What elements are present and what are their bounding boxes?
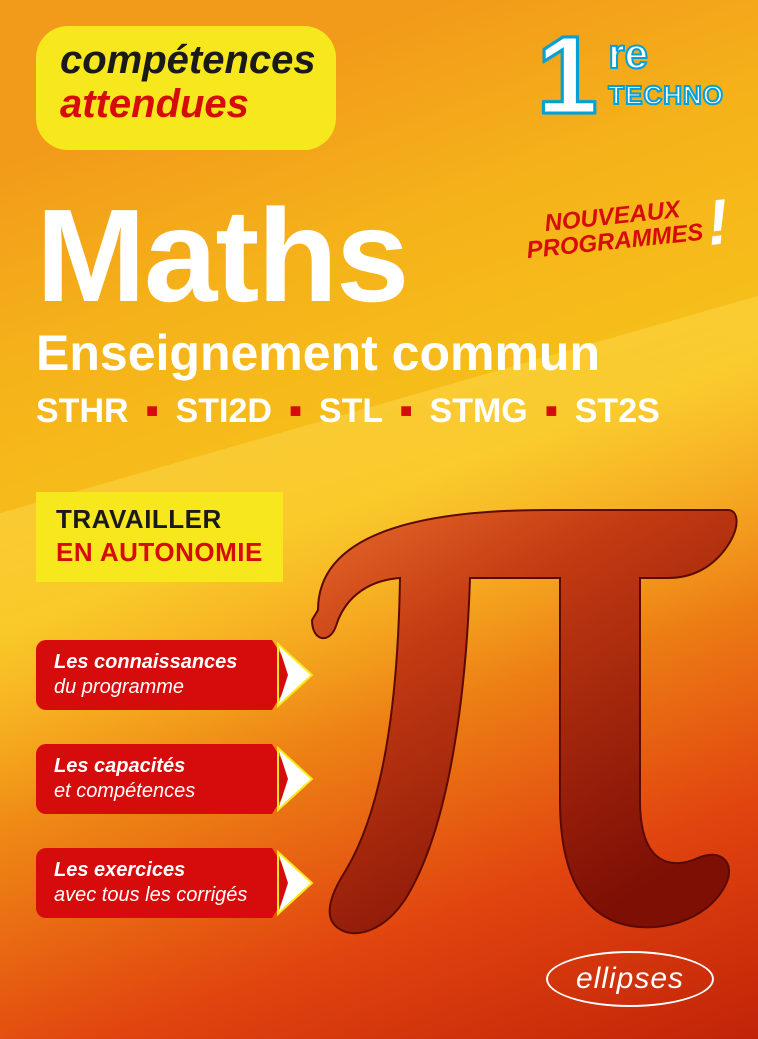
feature-line2: avec tous les corrigés xyxy=(54,884,256,907)
book-cover: compétences attendues 1 re TECHNO NOUVEA… xyxy=(0,0,758,1039)
track-item: ST2S xyxy=(575,392,660,430)
title-block: Maths Enseignement commun STHR ■ STI2D ■… xyxy=(36,190,660,431)
track-item: STHR xyxy=(36,392,129,430)
publisher-logo: ellipses xyxy=(546,951,714,1007)
title-main: Maths xyxy=(36,190,660,322)
autonomy-line1: TRAVAILLER xyxy=(56,504,263,535)
feature-body: Les capacités et compétences xyxy=(36,744,272,814)
feature-body: Les connaissances du programme xyxy=(36,640,272,710)
chevron-right-icon xyxy=(272,848,316,918)
feature-pill: Les exercices avec tous les corrigés xyxy=(36,848,316,918)
series-badge: compétences attendues xyxy=(36,26,336,150)
title-sub: Enseignement commun xyxy=(36,324,660,382)
series-line1: compétences xyxy=(60,40,312,80)
pi-symbol-icon xyxy=(288,470,748,940)
track-item: STL xyxy=(319,392,383,430)
track-item: STMG xyxy=(430,392,528,430)
chevron-right-icon xyxy=(272,640,316,710)
feature-pill: Les connaissances du programme xyxy=(36,640,316,710)
feature-body: Les exercices avec tous les corrigés xyxy=(36,848,272,918)
grade-number: 1 xyxy=(537,26,598,125)
track-separator-icon: ■ xyxy=(392,400,420,422)
feature-line1: Les connaissances xyxy=(54,651,256,674)
series-line2: attendues xyxy=(60,84,312,124)
track-separator-icon: ■ xyxy=(138,400,166,422)
grade-badge: 1 re TECHNO xyxy=(537,26,724,125)
autonomy-line2: EN AUTONOMIE xyxy=(56,537,263,568)
feature-line1: Les capacités xyxy=(54,755,256,778)
feature-line2: du programme xyxy=(54,676,256,699)
title-tracks: STHR ■ STI2D ■ STL ■ STMG ■ ST2S xyxy=(36,392,660,431)
grade-track: TECHNO xyxy=(608,80,724,111)
track-item: STI2D xyxy=(176,392,272,430)
grade-stack: re TECHNO xyxy=(608,30,724,111)
chevron-right-icon xyxy=(272,744,316,814)
publisher-name: ellipses xyxy=(546,951,714,1007)
feature-pill: Les capacités et compétences xyxy=(36,744,316,814)
track-separator-icon: ■ xyxy=(281,400,309,422)
feature-line1: Les exercices xyxy=(54,859,256,882)
track-separator-icon: ■ xyxy=(537,400,565,422)
grade-suffix: re xyxy=(608,30,724,78)
exclamation-icon: ! xyxy=(703,184,732,260)
autonomy-badge: TRAVAILLER EN AUTONOMIE xyxy=(36,492,283,582)
feature-line2: et compétences xyxy=(54,780,256,803)
